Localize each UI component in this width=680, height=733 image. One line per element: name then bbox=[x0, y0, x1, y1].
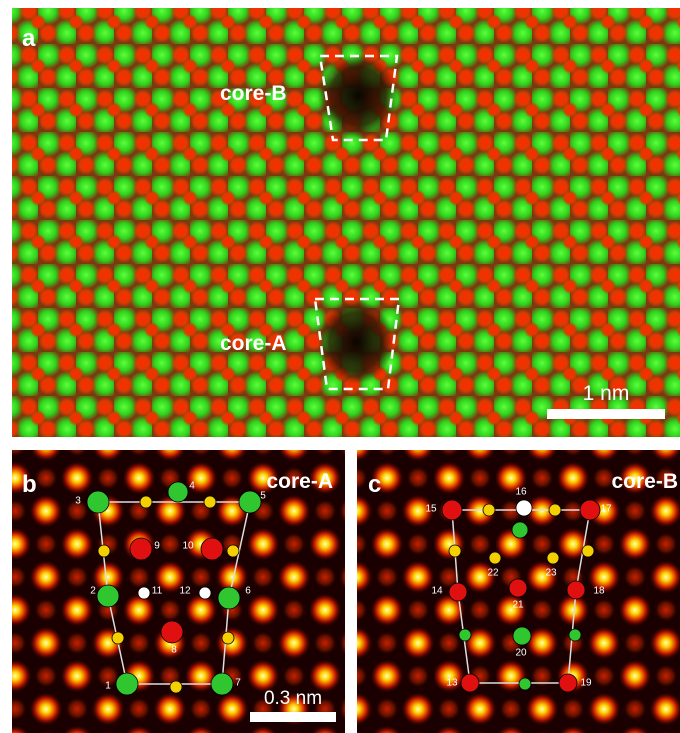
annotation: core-B bbox=[220, 82, 287, 105]
atom-label: 15 bbox=[425, 504, 437, 515]
figure: a core-B core-A 1 nm b core-A 0.3 nm 1 2… bbox=[0, 0, 680, 733]
panel-title: core-A bbox=[266, 470, 333, 493]
atom-label: 14 bbox=[431, 586, 443, 597]
atom-label: 4 bbox=[189, 481, 195, 492]
core-region bbox=[318, 300, 394, 384]
scale-label: 0.3 nm bbox=[264, 688, 322, 709]
atom-label: 9 bbox=[154, 541, 160, 552]
atom-label: 23 bbox=[545, 568, 557, 579]
panel-label: c bbox=[368, 471, 381, 498]
atom-label: 3 bbox=[75, 496, 81, 507]
atom-label: 11 bbox=[152, 586, 163, 597]
panel-label: a bbox=[22, 25, 36, 52]
panel-a: a core-B core-A 1 nm bbox=[12, 8, 680, 437]
panel-b: b core-A 0.3 nm 1 2 3 4 5 6 7 8 9 10 11 … bbox=[12, 450, 345, 733]
atom-label: 20 bbox=[515, 648, 527, 659]
atom-label: 10 bbox=[182, 541, 194, 552]
atom-label: 1 bbox=[105, 681, 111, 692]
atom-label: 5 bbox=[260, 491, 266, 502]
scale-bar bbox=[547, 409, 665, 419]
atom-label: 8 bbox=[171, 645, 177, 656]
scale-label: 1 nm bbox=[583, 382, 630, 405]
atom-label: 22 bbox=[487, 568, 499, 579]
atom-label: 16 bbox=[515, 487, 527, 498]
atom-label: 6 bbox=[245, 586, 251, 597]
atom-label: 21 bbox=[512, 600, 524, 611]
panel-c: c core-B 13 14 15 16 17 18 19 20 21 22 2… bbox=[357, 450, 680, 733]
atom-label: 12 bbox=[179, 586, 191, 597]
panel-label: b bbox=[22, 471, 37, 498]
atom-label: 2 bbox=[90, 586, 96, 597]
atom-label: 7 bbox=[235, 678, 241, 689]
atom-label: 17 bbox=[600, 504, 612, 515]
atom-label: 19 bbox=[580, 678, 592, 689]
atom-label: 18 bbox=[593, 586, 605, 597]
annotation: core-A bbox=[220, 332, 287, 355]
panel-title: core-B bbox=[611, 470, 678, 493]
scale-bar bbox=[250, 712, 336, 722]
atom-label: 13 bbox=[446, 678, 458, 689]
